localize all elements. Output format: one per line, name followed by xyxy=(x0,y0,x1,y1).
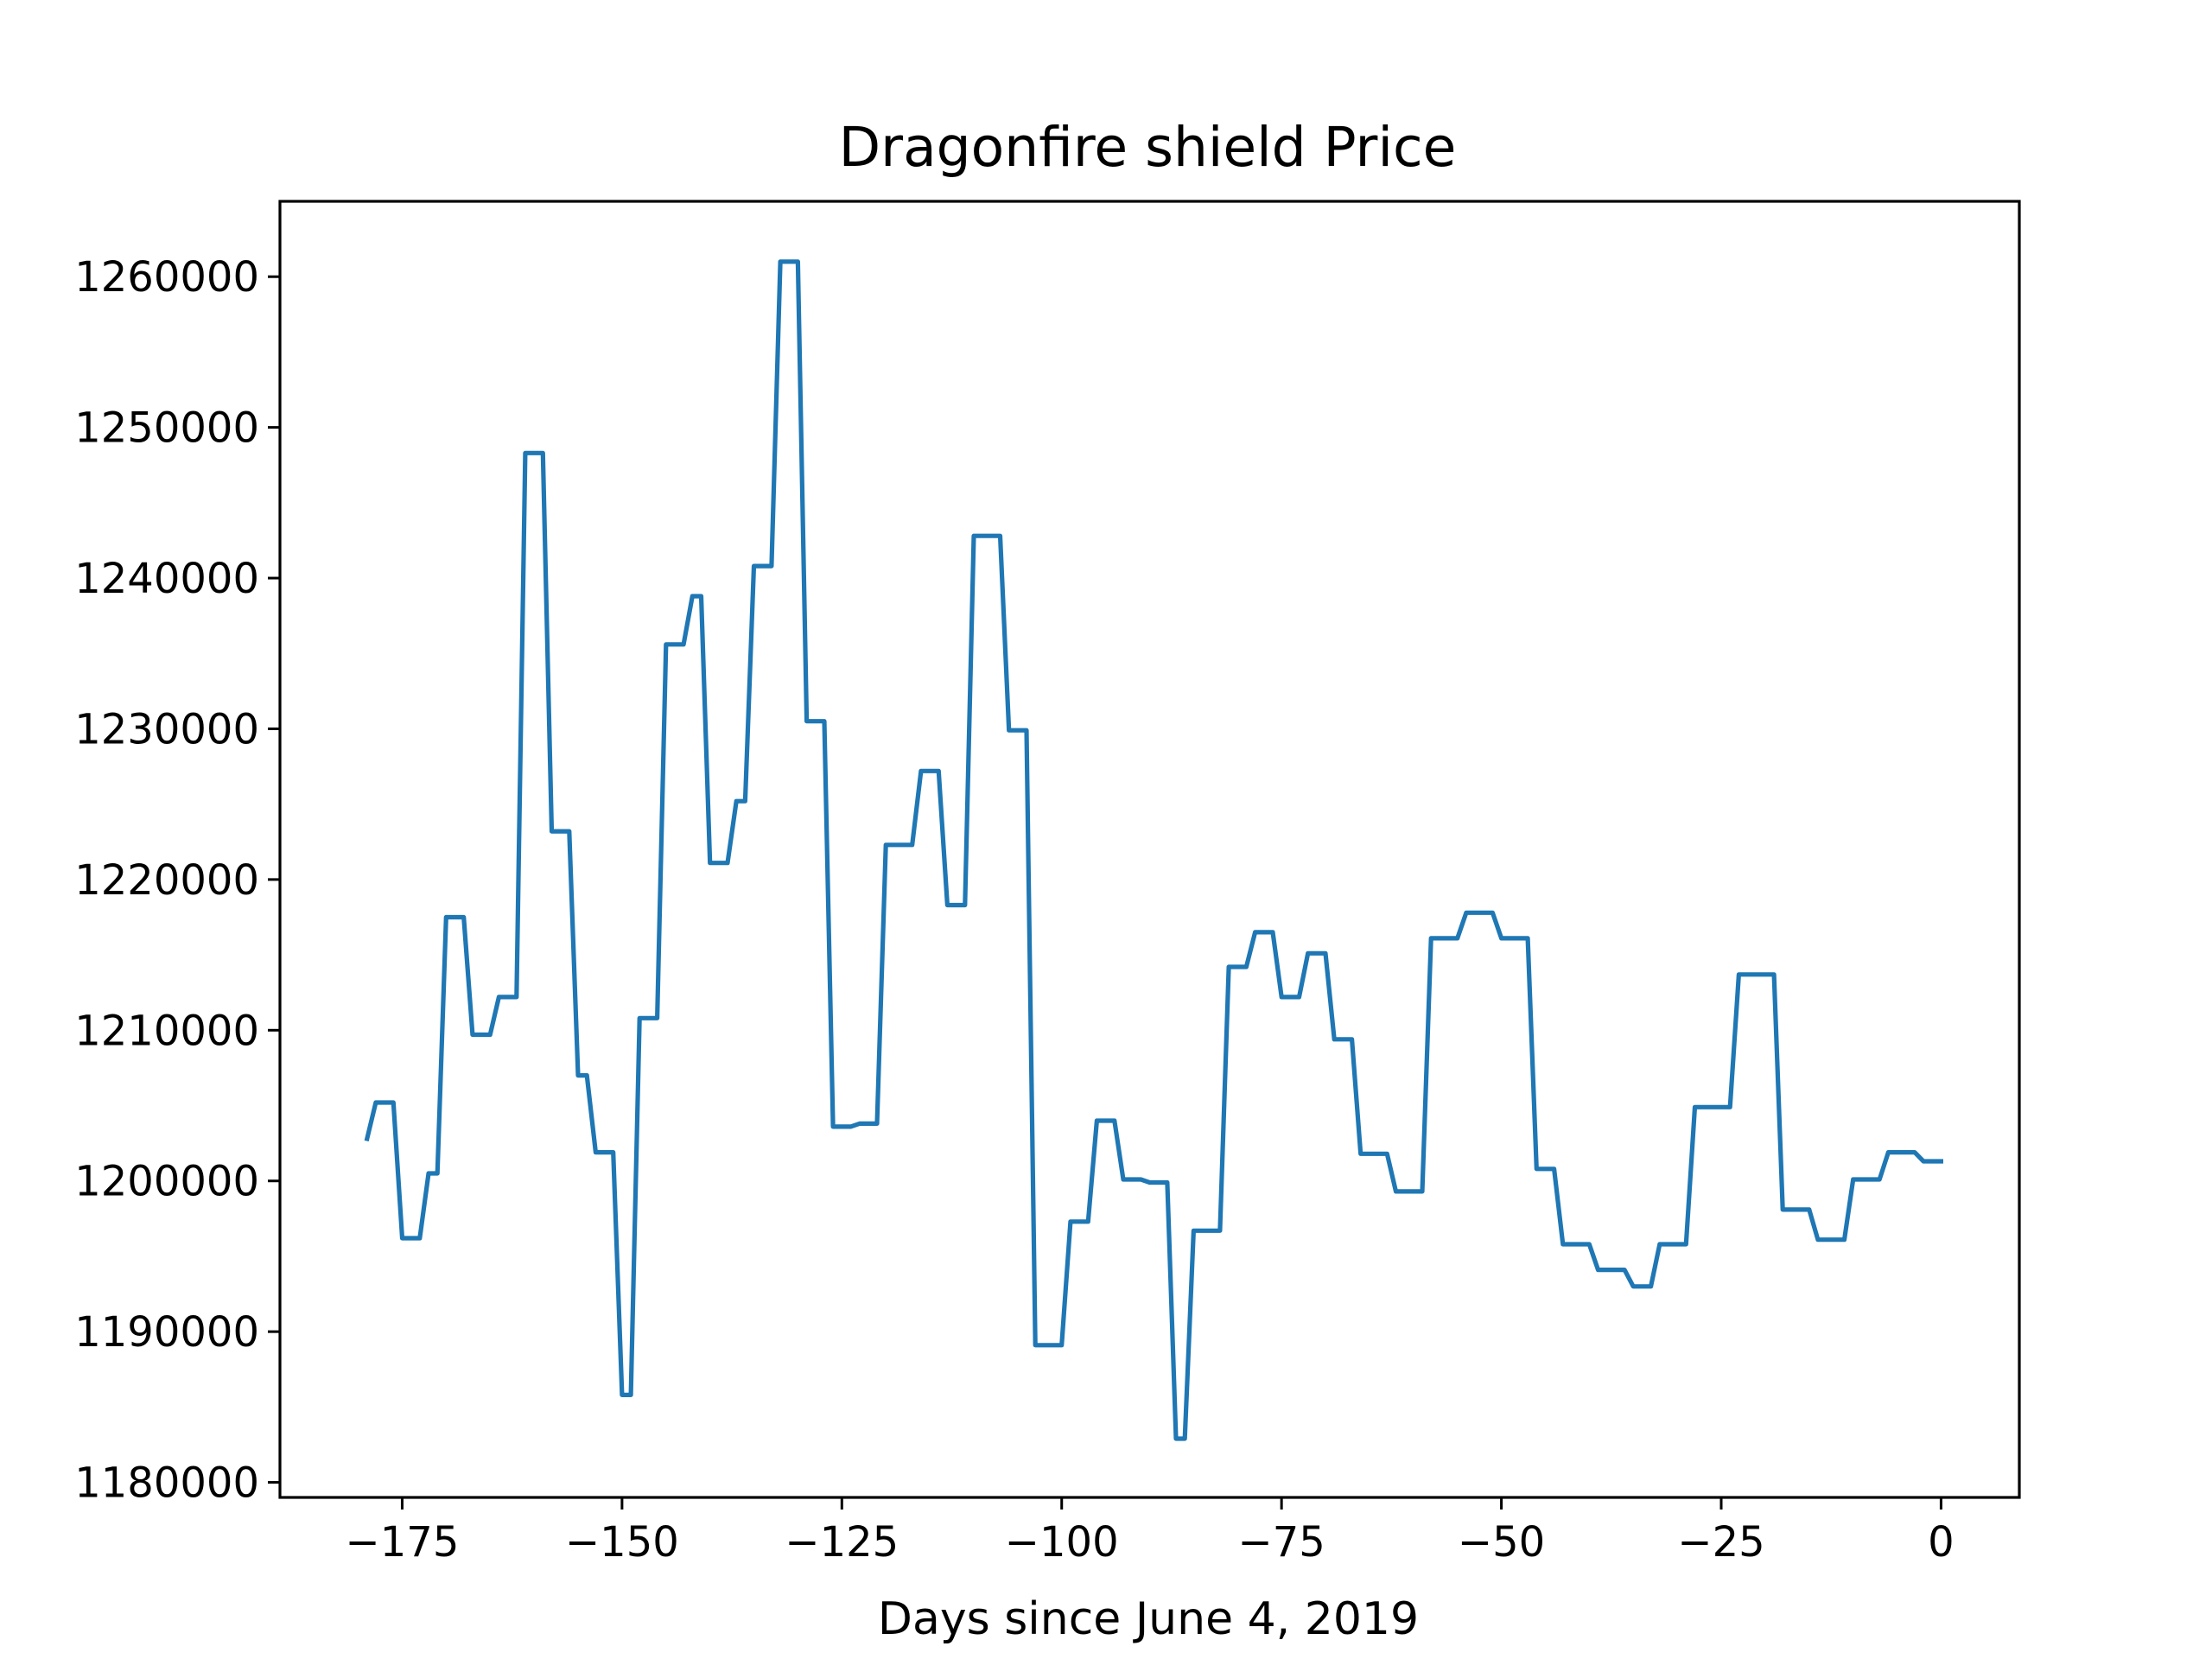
x-tick-label: −175 xyxy=(346,1518,460,1567)
chart-title: Dragonfire shield Price xyxy=(839,116,1457,179)
x-tick-label: −75 xyxy=(1238,1518,1325,1567)
y-tick-label: 1190000 xyxy=(74,1308,259,1357)
x-axis-label: Days since June 4, 2019 xyxy=(878,1593,1419,1645)
y-tick-label: 1260000 xyxy=(74,253,259,302)
x-tick-label: −25 xyxy=(1677,1518,1764,1567)
plot-area xyxy=(364,259,1943,1441)
x-tick-label: 0 xyxy=(1928,1518,1955,1567)
y-tick-label: 1220000 xyxy=(74,856,259,905)
price-series-line xyxy=(364,259,1943,1441)
x-tick-label: −50 xyxy=(1458,1518,1545,1567)
y-tick-label: 1200000 xyxy=(74,1158,259,1206)
y-tick-label: 1240000 xyxy=(74,555,259,603)
axes-frame xyxy=(278,200,2021,1499)
x-tick-label: −125 xyxy=(785,1518,899,1567)
y-tick-label: 1210000 xyxy=(74,1007,259,1055)
y-tick-label: 1250000 xyxy=(74,404,259,453)
x-axis: −175 −150 −125 −100 −75 −50 −25 0 xyxy=(346,1497,1955,1567)
y-tick-label: 1180000 xyxy=(74,1459,259,1508)
x-tick-label: −150 xyxy=(565,1518,679,1567)
x-tick-label: −100 xyxy=(1005,1518,1119,1567)
y-tick-label: 1230000 xyxy=(74,705,259,753)
y-axis: 1180000 1190000 1200000 1210000 1220000 12300… xyxy=(74,253,280,1508)
